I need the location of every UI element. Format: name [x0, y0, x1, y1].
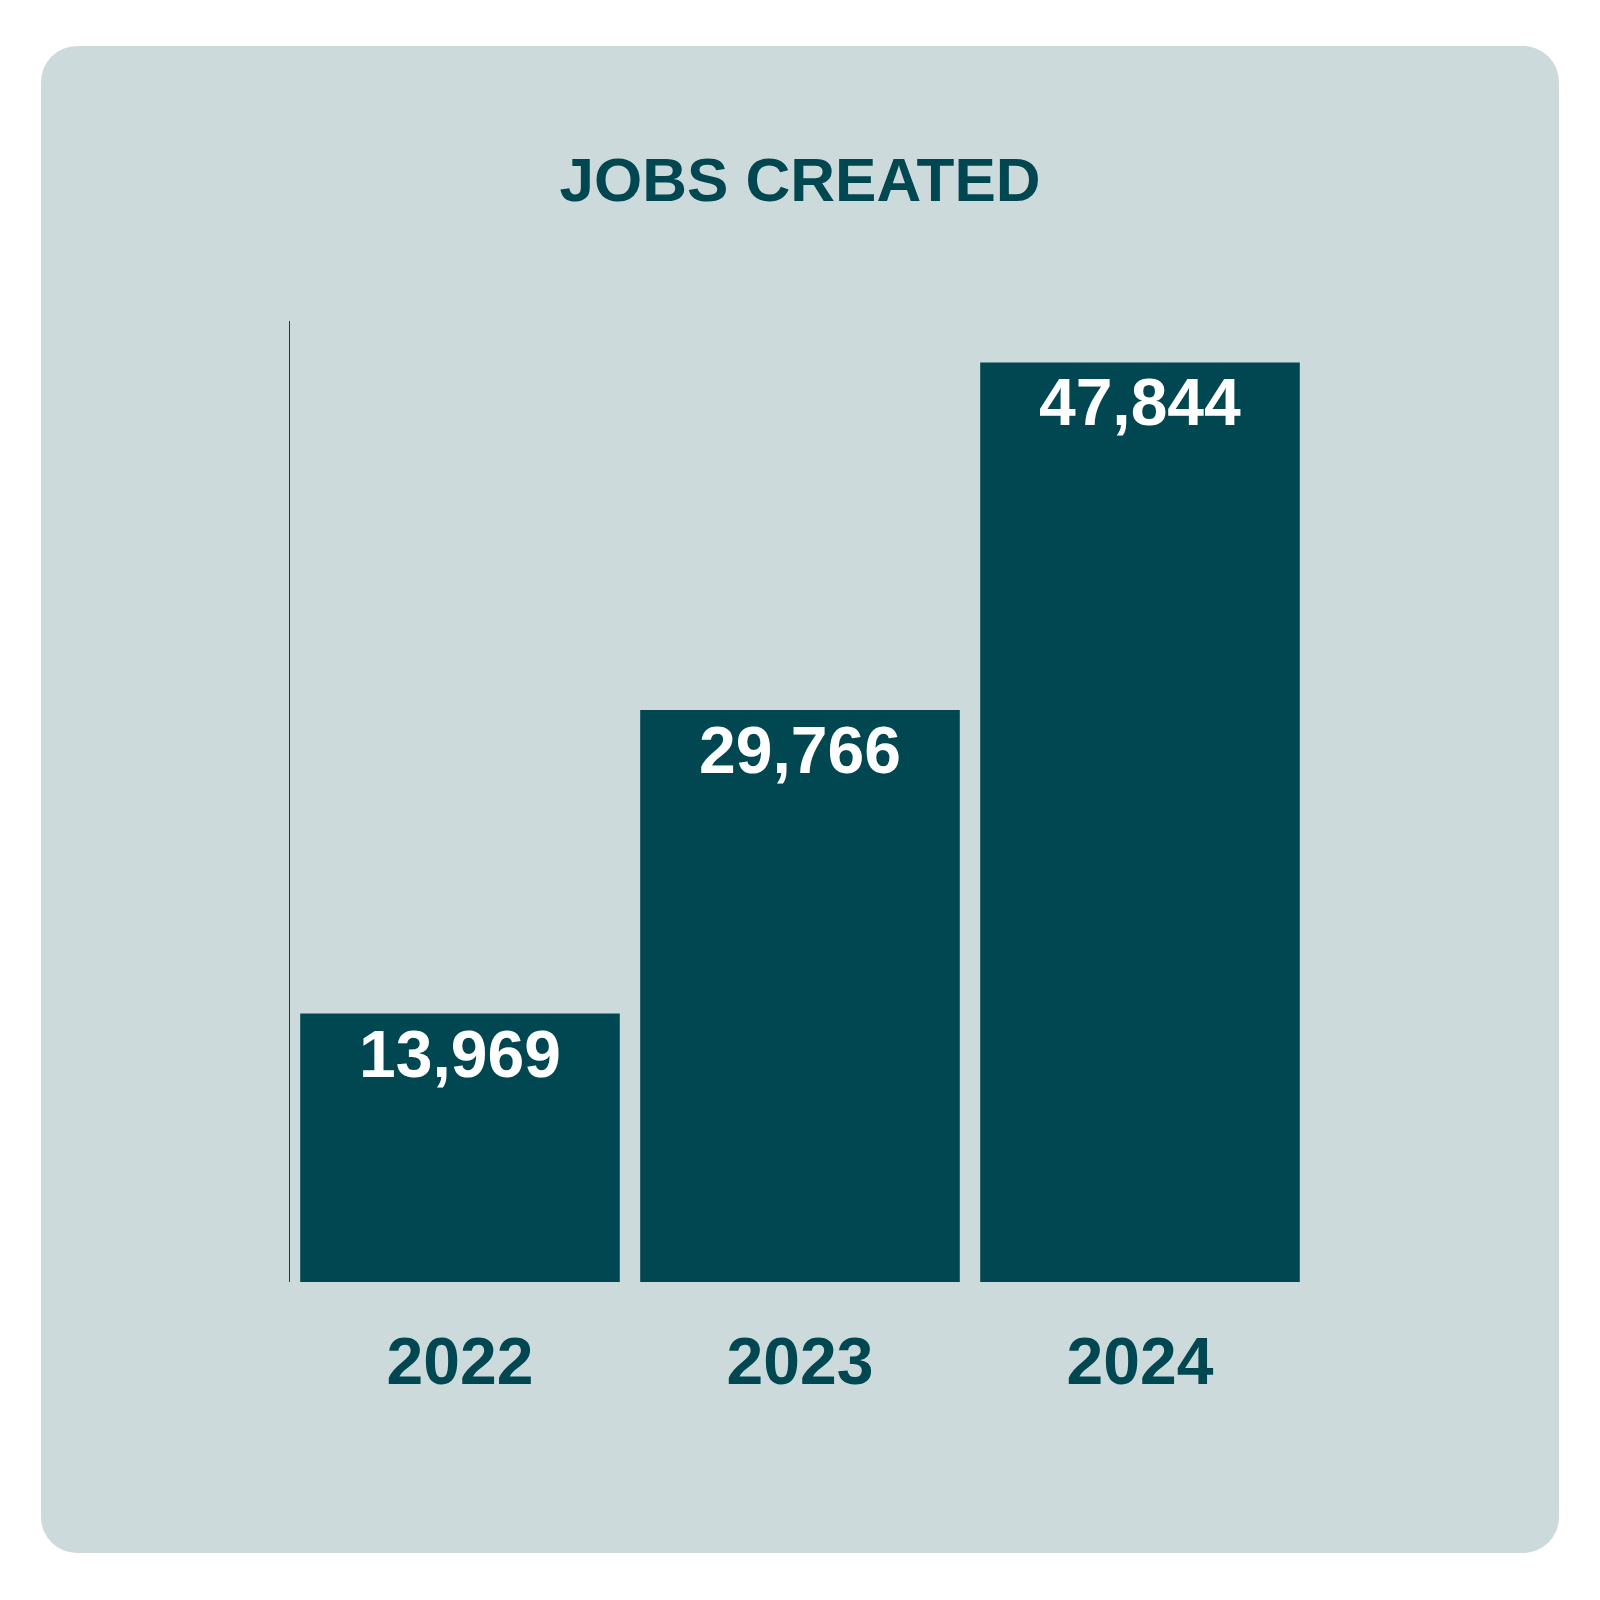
svg-text:47,844: 47,844 — [1039, 365, 1241, 439]
svg-text:29,766: 29,766 — [699, 713, 901, 787]
svg-text:2023: 2023 — [727, 1324, 874, 1398]
svg-text:13,969: 13,969 — [359, 1017, 561, 1091]
svg-text:JOBS CREATED: JOBS CREATED — [559, 145, 1040, 214]
svg-text:2022: 2022 — [387, 1324, 534, 1398]
svg-text:2024: 2024 — [1067, 1324, 1214, 1398]
